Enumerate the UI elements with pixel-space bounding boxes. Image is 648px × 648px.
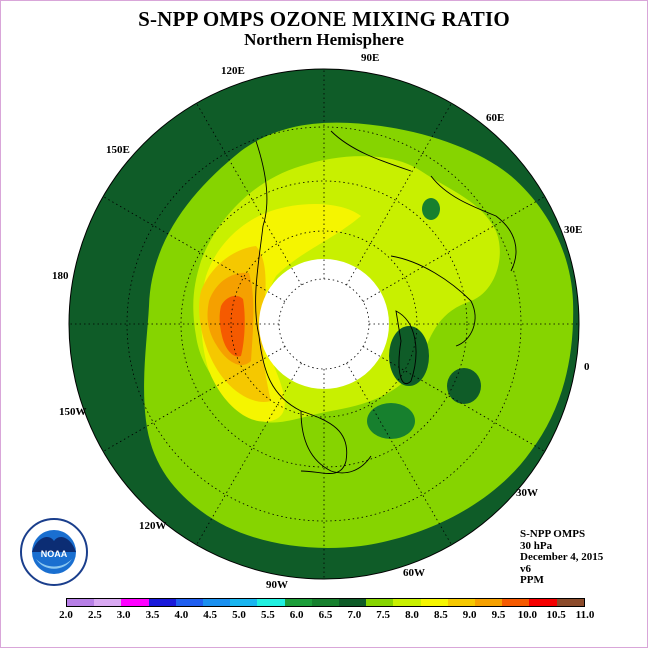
meridian-line xyxy=(362,196,546,302)
meridian-line xyxy=(196,102,302,286)
polar-night xyxy=(259,259,389,389)
colorbar-segment xyxy=(556,599,584,606)
colorbar-tick-label: 10.0 xyxy=(517,609,537,621)
colorbar-segment xyxy=(366,599,394,606)
noaa-seal-icon: NOAA xyxy=(20,518,88,586)
colorbar-tick-label: 9.5 xyxy=(491,609,506,621)
page-subtitle: Northern Hemisphere xyxy=(244,30,404,49)
colorbar-segment xyxy=(175,599,204,606)
meridian-line xyxy=(362,346,546,452)
colorbar-segment xyxy=(203,599,231,606)
colorbar xyxy=(66,598,585,607)
colorbar-segment xyxy=(94,599,122,606)
colorbar-segment xyxy=(393,599,421,606)
map-border xyxy=(68,68,580,580)
colorbar-segment xyxy=(447,599,476,606)
meridian-line xyxy=(196,362,302,546)
colorbar-tick-label: 2.0 xyxy=(59,609,73,621)
meridian-line xyxy=(346,102,452,286)
colorbar-tick-label: 8.0 xyxy=(405,609,419,621)
colorbar-tick-label: 9.0 xyxy=(462,609,477,621)
lon-label-30e: 30E xyxy=(564,224,583,236)
colorbar-tick-label: 7.5 xyxy=(376,609,391,621)
blob-labrador xyxy=(367,403,415,439)
colorbar-segment xyxy=(67,599,95,606)
colorbar-segment xyxy=(502,599,530,606)
colorbar-segment xyxy=(230,599,258,606)
colorbar-tick-label: 6.5 xyxy=(318,609,333,621)
info-level: 30 hPa xyxy=(520,539,553,552)
info-version: v6 xyxy=(520,562,531,575)
noaa-logo-text: NOAA xyxy=(41,549,68,559)
colorbar-tick-label: 4.0 xyxy=(174,609,189,621)
colorbar-tick-label: 7.0 xyxy=(347,609,362,621)
page-title: S-NPP OMPS OZONE MIXING RATIO xyxy=(138,7,510,31)
meridian-line xyxy=(346,362,452,546)
colorbar-tick-label: 6.0 xyxy=(289,609,304,621)
blob-siberia xyxy=(422,198,440,220)
colorbar-tick-label: 3.5 xyxy=(145,609,160,621)
info-date: December 4, 2015 xyxy=(520,551,604,564)
colorbar-tick-label: 5.5 xyxy=(260,609,275,621)
colorbar-segment xyxy=(121,599,149,606)
lon-label-120w: 120W xyxy=(139,520,167,532)
lon-label-150e: 150E xyxy=(106,144,130,156)
lon-label-120e: 120E xyxy=(221,65,245,77)
blob-atlantic xyxy=(447,368,481,404)
meridian-line xyxy=(102,346,286,452)
colorbar-tick-label: 3.0 xyxy=(116,609,131,621)
meridian-line xyxy=(102,196,286,302)
colorbar-tick-label: 8.5 xyxy=(433,609,448,621)
colorbar-tick-label: 4.5 xyxy=(203,609,218,621)
colorbar-segment xyxy=(257,599,285,606)
info-instrument: S-NPP OMPS xyxy=(520,528,586,540)
colorbar-segment xyxy=(311,599,340,606)
lon-label-150w: 150W xyxy=(59,406,87,418)
lon-label-60e: 60E xyxy=(486,112,505,124)
colorbar-tick-label: 5.0 xyxy=(232,609,246,621)
blob-greenland xyxy=(389,326,429,386)
colorbar-tick-label: 10.5 xyxy=(546,609,566,621)
band-10-0 xyxy=(219,295,245,357)
lon-label-0: 0 xyxy=(584,361,590,373)
colorbar-tick-label: 11.0 xyxy=(575,609,595,621)
colorbar-tick-label: 2.5 xyxy=(87,609,102,621)
lon-label-180: 180 xyxy=(52,270,69,282)
info-block: S-NPP OMPS 30 hPa December 4, 2015 v6 PP… xyxy=(520,528,604,587)
colorbar-segment xyxy=(339,599,367,606)
lon-label-60w: 60W xyxy=(403,567,425,579)
colorbar-segment xyxy=(475,599,503,606)
colorbar-segment xyxy=(529,599,557,606)
colorbar-segment xyxy=(284,599,312,606)
info-units: PPM xyxy=(520,574,544,587)
lon-label-90w: 90W xyxy=(266,579,288,591)
colorbar-segment xyxy=(420,599,448,606)
lon-label-90e: 90E xyxy=(361,52,380,64)
colorbar-segment xyxy=(148,599,176,606)
lon-label-30w: 30W xyxy=(516,487,538,499)
